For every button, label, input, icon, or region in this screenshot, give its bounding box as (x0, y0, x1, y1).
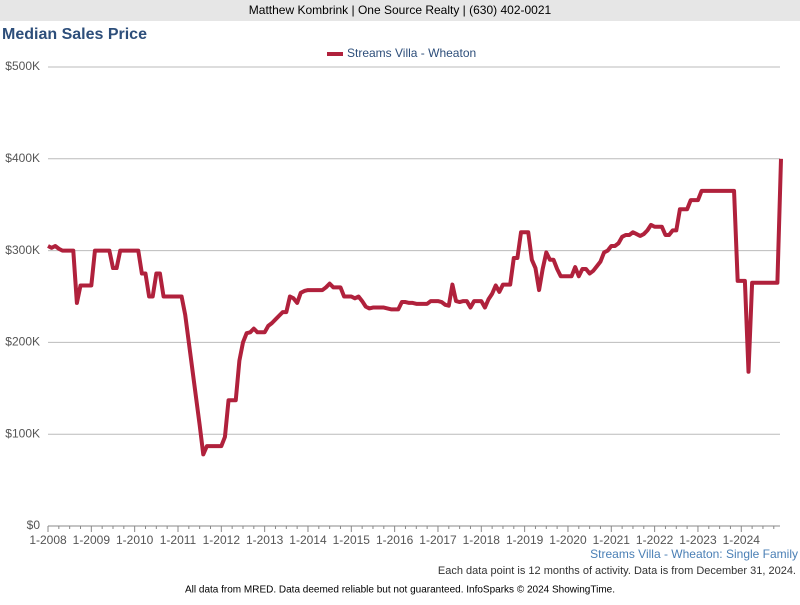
x-tick-label: 1-2012 (203, 533, 241, 547)
subtitle: Streams Villa - Wheaton: Single Family (590, 547, 798, 561)
y-tick-label: $200K (5, 335, 40, 349)
x-tick-label: 1-2023 (679, 533, 717, 547)
x-tick-label: 1-2020 (549, 533, 587, 547)
y-tick-label: $0 (27, 518, 41, 532)
x-tick-label: 1-2008 (29, 533, 67, 547)
y-tick-label: $500K (5, 59, 40, 73)
x-tick-label: 1-2010 (116, 533, 154, 547)
x-tick-label: 1-2022 (636, 533, 674, 547)
x-tick-label: 1-2017 (419, 533, 457, 547)
x-tick-label: 1-2016 (376, 533, 414, 547)
header-bar (0, 0, 800, 21)
x-tick-label: 1-2011 (160, 533, 197, 547)
footer: All data from MRED. Data deemed reliable… (185, 585, 615, 596)
x-tick-label: 1-2018 (463, 533, 501, 547)
note: Each data point is 12 months of activity… (438, 565, 796, 577)
legend-label: Streams Villa - Wheaton (347, 46, 476, 60)
x-tick-label: 1-2021 (593, 533, 631, 547)
y-tick-label: $300K (5, 243, 40, 257)
x-tick-label: 1-2013 (246, 533, 284, 547)
x-tick-label: 1-2009 (73, 533, 111, 547)
x-tick-label: 1-2015 (333, 533, 371, 547)
x-tick-label: 1-2014 (289, 533, 327, 547)
line (47, 158, 783, 457)
chart-title: Median Sales Price (2, 26, 147, 43)
x-tick-label: 1-2024 (723, 533, 761, 547)
y-tick-label: $100K (5, 426, 40, 440)
x-tick-label: 1-2019 (506, 533, 544, 547)
header: Matthew Kombrink | One Source Realty | (… (249, 3, 552, 17)
y-tick-label: $400K (5, 151, 40, 165)
